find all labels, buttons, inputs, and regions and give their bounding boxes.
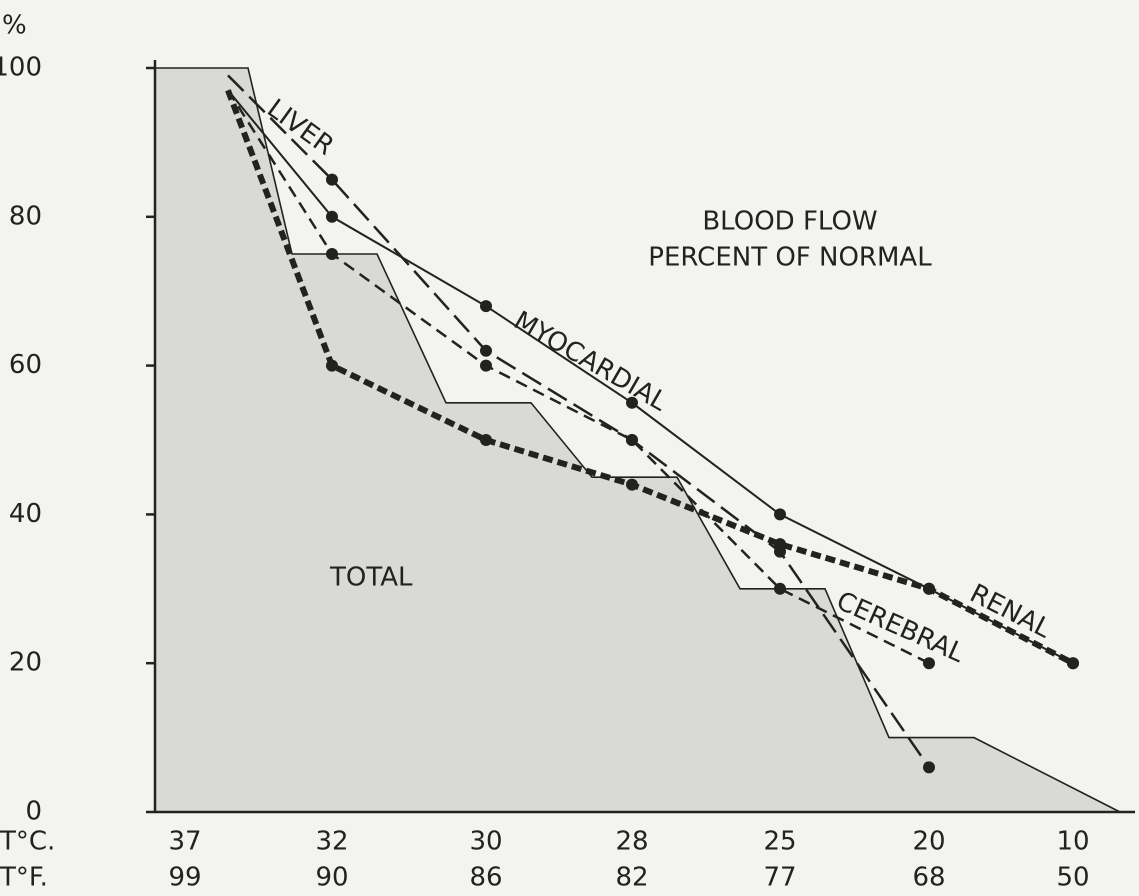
x-tick-label: 20	[912, 827, 945, 857]
series-line	[226, 89, 930, 665]
series-point	[480, 344, 492, 357]
x-tick-label: 30	[469, 827, 502, 857]
y-axis-label: %	[2, 11, 27, 41]
line-layer	[225, 74, 1079, 774]
x-tick-label-f: 68	[912, 863, 945, 893]
area-layer	[154, 67, 1121, 813]
series-point	[774, 582, 786, 595]
y-tick-label: 20	[9, 648, 42, 678]
chart-title: BLOOD FLOW	[702, 207, 877, 237]
series-point	[480, 434, 492, 446]
total-area	[154, 67, 1121, 813]
series-point	[626, 396, 638, 409]
series-point	[1067, 657, 1079, 670]
y-tick-label: 100	[0, 53, 42, 83]
series-point	[774, 508, 786, 521]
x-tick-label-f: 82	[615, 863, 648, 893]
series-point	[923, 657, 935, 670]
x-tick-label: 25	[763, 827, 796, 857]
series-point	[326, 210, 338, 223]
series-point	[326, 359, 338, 372]
y-tick-label: 40	[9, 499, 42, 529]
series-point	[626, 478, 638, 491]
series-point	[480, 300, 492, 313]
series-point	[326, 173, 338, 186]
total-label: TOTAL	[329, 563, 413, 593]
series-line	[227, 74, 931, 769]
x-tick-label-f: 90	[315, 863, 348, 893]
x-tick-label-f: 77	[763, 863, 796, 893]
x-label-fahrenheit: T°F.	[0, 863, 48, 893]
x-tick-label: 32	[315, 827, 348, 857]
x-tick-label: 28	[615, 827, 648, 857]
y-tick-label: 0	[25, 797, 42, 827]
series-point	[774, 538, 786, 551]
x-tick-label-f: 86	[469, 863, 502, 893]
chart-subtitle: PERCENT OF NORMAL	[648, 243, 932, 273]
x-label-celsius: T°C.	[0, 827, 55, 857]
series-point	[923, 582, 935, 595]
series-point	[326, 248, 338, 260]
series-point	[923, 761, 935, 774]
x-tick-label-f: 50	[1056, 863, 1089, 893]
x-tick-label: 10	[1056, 827, 1089, 857]
series-point	[626, 434, 638, 446]
y-tick-label: 80	[9, 201, 42, 231]
series-point	[480, 359, 492, 372]
x-tick-label: 37	[168, 827, 201, 857]
x-tick-label-f: 99	[168, 863, 201, 893]
y-tick-label: 60	[9, 350, 42, 380]
